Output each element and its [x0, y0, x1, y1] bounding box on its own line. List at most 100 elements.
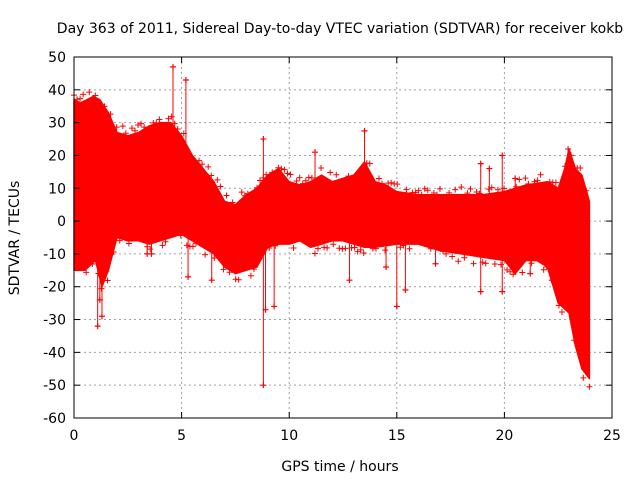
data-point	[287, 171, 294, 178]
data-point	[302, 177, 309, 184]
data-point	[583, 187, 590, 194]
data-point	[299, 180, 306, 187]
data-point	[296, 174, 303, 181]
data-point	[543, 264, 550, 271]
data-point	[510, 271, 517, 278]
data-point	[406, 245, 413, 252]
data-point	[360, 250, 367, 257]
data-band	[73, 95, 591, 380]
data-point	[182, 76, 189, 144]
data-point	[241, 192, 248, 199]
data-point	[382, 247, 389, 254]
outlier-marker	[527, 270, 534, 277]
data-point	[260, 255, 267, 389]
y-tick-label: 50	[48, 50, 66, 66]
data-point	[525, 180, 532, 187]
data-point	[260, 136, 267, 181]
outlier-marker	[432, 260, 439, 267]
data-point	[86, 89, 93, 96]
data-point	[499, 152, 506, 192]
x-tick-label: 10	[280, 428, 298, 444]
data-point	[220, 266, 227, 273]
data-point	[281, 166, 288, 173]
y-tick-label: -40	[43, 345, 66, 361]
data-point	[96, 277, 103, 303]
data-point	[169, 63, 176, 126]
outlier-marker	[393, 303, 400, 310]
data-point	[571, 337, 578, 344]
y-tick-label: -10	[43, 247, 66, 263]
data-point	[104, 277, 111, 284]
data-point	[548, 277, 555, 284]
y-tick-label: -50	[43, 378, 66, 394]
data-point	[113, 124, 120, 131]
data-point	[361, 127, 368, 163]
data-point	[165, 115, 172, 122]
data-point	[263, 171, 270, 178]
data-point	[433, 191, 440, 198]
outlier-marker	[548, 277, 555, 284]
data-point	[458, 184, 465, 191]
data-point	[504, 266, 511, 273]
data-point	[92, 92, 99, 99]
data-point	[586, 383, 593, 390]
data-point	[537, 171, 544, 178]
data-point	[415, 187, 422, 194]
data-point	[226, 269, 233, 276]
data-point	[477, 256, 484, 295]
data-point	[177, 232, 184, 239]
data-point	[421, 185, 428, 192]
data-point	[153, 120, 160, 127]
data-point	[580, 374, 587, 381]
data-point	[327, 169, 334, 176]
data-point	[205, 163, 212, 170]
outlier-marker	[477, 288, 484, 295]
y-tick-label: 20	[48, 148, 66, 164]
data-point	[339, 245, 346, 252]
outlier-marker	[312, 149, 319, 156]
data-point	[354, 248, 361, 255]
data-point	[485, 186, 492, 193]
data-point	[555, 302, 562, 309]
data-point	[565, 146, 572, 153]
data-point	[336, 245, 343, 252]
plot-frame	[73, 56, 613, 419]
data-point	[519, 269, 526, 276]
data-point	[467, 185, 474, 192]
data-point	[211, 255, 218, 262]
data-point	[534, 177, 541, 184]
y-tick-label: 0	[57, 214, 66, 230]
data-point	[540, 266, 547, 273]
data-point	[159, 242, 166, 249]
x-tick-label: 20	[495, 428, 513, 444]
outlier-marker	[148, 250, 155, 257]
y-tick-label: -30	[43, 313, 66, 329]
data-point	[148, 243, 155, 257]
data-point	[531, 178, 538, 185]
data-point	[185, 238, 192, 280]
outlier-marker	[169, 63, 176, 70]
data-point	[357, 246, 364, 253]
data-point	[135, 122, 142, 129]
data-point	[122, 130, 129, 137]
data-point	[257, 177, 264, 184]
y-axis-label: SDTVAR / TECUs	[7, 181, 23, 296]
data-point	[424, 187, 431, 194]
outlier-marker	[98, 313, 105, 320]
data-point	[528, 260, 535, 267]
data-point	[168, 113, 175, 120]
data-point	[552, 179, 559, 186]
data-point	[394, 181, 401, 188]
data-point	[244, 190, 251, 197]
data-point	[562, 163, 569, 170]
outlier-marker	[260, 136, 267, 143]
data-point	[269, 169, 276, 176]
data-point	[116, 237, 123, 244]
data-point	[217, 183, 224, 190]
data-point	[494, 186, 501, 193]
y-tick-label: 10	[48, 181, 66, 197]
outlier-marker	[499, 152, 506, 159]
y-tick-label: 40	[48, 83, 66, 99]
data-point	[119, 123, 126, 130]
outlier-marker	[260, 382, 267, 389]
